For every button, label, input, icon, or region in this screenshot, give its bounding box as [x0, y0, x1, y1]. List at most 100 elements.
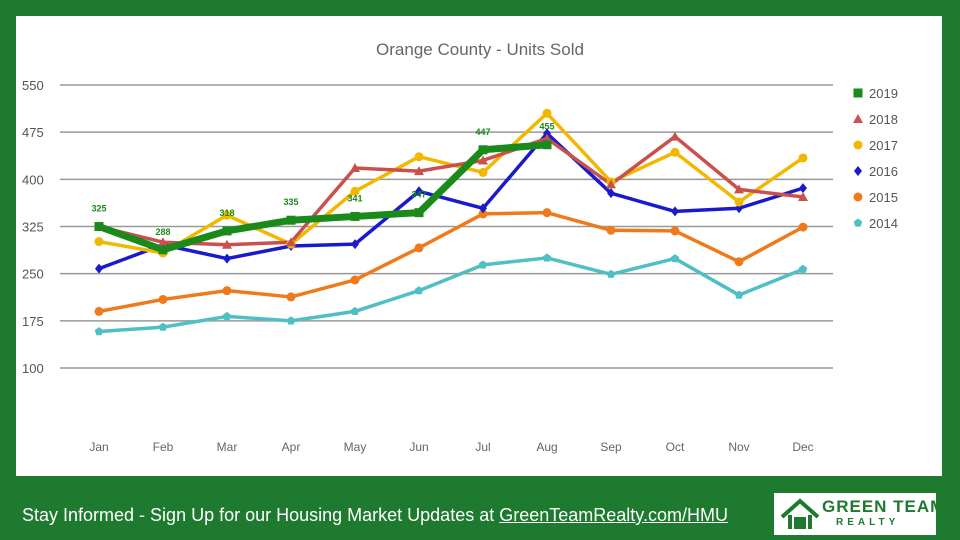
- signup-link[interactable]: GreenTeamRealty.com/HMU: [499, 505, 728, 525]
- footer-text: Stay Informed - Sign Up for our Housing …: [22, 505, 500, 525]
- data-point-2019: [94, 222, 104, 231]
- data-label-2019: 347: [411, 190, 426, 200]
- data-point-2015: [222, 286, 232, 296]
- x-tick-label: Oct: [666, 440, 685, 454]
- x-tick-label: Mar: [217, 440, 238, 454]
- data-point-2016: [95, 263, 103, 274]
- data-label-2019: 288: [155, 227, 170, 237]
- data-point-2018: [734, 184, 744, 194]
- data-point-2014: [478, 260, 488, 269]
- x-tick-label: Jan: [89, 440, 108, 454]
- data-point-2015: [798, 222, 808, 232]
- data-point-2014: [542, 253, 552, 262]
- data-point-2016: [543, 128, 551, 139]
- legend-marker-2019: [853, 88, 863, 98]
- legend-marker-2014: [853, 218, 863, 227]
- series-line-2016: [98, 131, 804, 271]
- data-point-2019: [350, 211, 360, 221]
- legend-marker-2015: [853, 192, 863, 202]
- data-point-2017: [670, 147, 680, 157]
- data-point-2017: [542, 108, 552, 118]
- data-point-2017: [94, 237, 104, 247]
- data-point-2017: [734, 197, 744, 207]
- house-logo-icon: [780, 498, 820, 529]
- data-point-2016: [351, 239, 359, 250]
- data-point-2019: [222, 226, 232, 236]
- data-point-2015: [734, 257, 744, 267]
- y-tick-label: 250: [22, 267, 44, 282]
- data-point-2018: [158, 237, 168, 247]
- data-point-2016: [671, 206, 679, 217]
- data-point-2015: [478, 209, 488, 219]
- data-point-2017: [798, 153, 808, 163]
- data-point-2015: [670, 226, 680, 236]
- data-point-2018: [478, 155, 488, 165]
- data-point-2014: [414, 286, 424, 295]
- data-point-2014: [670, 254, 680, 263]
- data-label-2019: 455: [539, 122, 554, 132]
- data-point-2016: [223, 253, 231, 264]
- x-tick-label: Feb: [153, 440, 174, 454]
- data-point-2015: [158, 294, 168, 304]
- legend-label: 2014: [869, 216, 898, 231]
- y-tick-label: 175: [22, 314, 44, 329]
- data-point-2016: [479, 203, 487, 214]
- line-chart: Orange County - Units Sold 100 175 250 325 4…: [22, 40, 898, 454]
- data-point-2018: [286, 237, 296, 247]
- data-point-2015: [606, 225, 616, 235]
- data-point-2014: [798, 264, 808, 273]
- series-line-2019: [97, 141, 548, 254]
- data-label-2019: 318: [219, 208, 234, 218]
- data-point-2018: [670, 131, 680, 141]
- legend-marker-2017: [853, 140, 863, 150]
- chart-panel: Orange County - Units Sold 100 175 250 325 4…: [16, 16, 942, 476]
- x-tick-label: Dec: [792, 440, 813, 454]
- data-point-2019: [542, 140, 552, 150]
- logo-text-secondary: REALTY: [836, 517, 900, 528]
- data-point-2017: [222, 210, 232, 220]
- data-point-2018: [414, 166, 424, 176]
- data-label-2019: 447: [475, 127, 490, 137]
- logo-text-primary: GREEN TEAM: [822, 497, 946, 516]
- data-point-2019: [478, 145, 488, 155]
- x-tick-label: Aug: [536, 440, 557, 454]
- y-tick-label: 550: [22, 78, 44, 93]
- y-tick-label: 400: [22, 172, 44, 187]
- data-point-2018: [542, 133, 552, 143]
- data-point-2018: [222, 239, 232, 249]
- data-point-2014: [606, 269, 616, 278]
- data-point-2014: [222, 311, 232, 321]
- data-point-2018: [350, 163, 360, 173]
- data-point-2018: [606, 179, 616, 189]
- data-point-2016: [799, 183, 807, 194]
- legend-marker-2016: [854, 166, 862, 176]
- y-tick-label: 325: [22, 220, 44, 235]
- x-tick-label: Apr: [282, 440, 301, 454]
- data-point-2014: [734, 290, 744, 299]
- data-point-2014: [158, 322, 168, 331]
- x-tick-label: Nov: [728, 440, 749, 454]
- data-point-2014: [286, 316, 296, 325]
- series-line-2014: [98, 256, 804, 334]
- x-tick-label: Jul: [475, 440, 490, 454]
- data-point-2016: [415, 186, 423, 197]
- legend-label: 2015: [869, 190, 898, 205]
- x-tick-label: Jun: [409, 440, 428, 454]
- chart-title: Orange County - Units Sold: [376, 40, 584, 59]
- legend-label: 2016: [869, 164, 898, 179]
- data-label-2019: 335: [283, 197, 298, 207]
- data-point-2019: [414, 208, 424, 218]
- company-logo: GREEN TEAM REALTY: [774, 493, 944, 535]
- data-point-2014: [350, 306, 360, 315]
- legend-label: 2019: [869, 86, 898, 101]
- data-point-2015: [350, 275, 360, 285]
- data-point-2018: [798, 191, 808, 201]
- data-point-2017: [350, 186, 360, 196]
- data-point-2014: [94, 327, 104, 336]
- x-tick-label: Sep: [600, 440, 622, 454]
- data-point-2015: [286, 292, 296, 302]
- data-label-2019: 325: [91, 204, 106, 214]
- footer-cta: Stay Informed - Sign Up for our Housing …: [22, 505, 728, 526]
- data-point-2016: [607, 188, 615, 199]
- data-point-2019: [158, 245, 168, 255]
